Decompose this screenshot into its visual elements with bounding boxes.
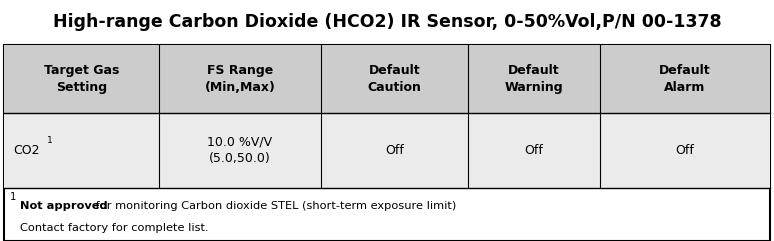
Text: Off: Off — [525, 144, 543, 157]
Text: Off: Off — [676, 144, 694, 157]
FancyBboxPatch shape — [4, 113, 770, 188]
Text: Not approved: Not approved — [20, 201, 108, 211]
FancyBboxPatch shape — [4, 45, 770, 113]
FancyBboxPatch shape — [4, 45, 770, 241]
Text: Off: Off — [385, 144, 404, 157]
Text: 1: 1 — [47, 136, 53, 146]
Text: CO2: CO2 — [13, 144, 39, 157]
Text: 10.0 %V/V
(5.0,50.0): 10.0 %V/V (5.0,50.0) — [207, 136, 272, 165]
Text: Target Gas
Setting: Target Gas Setting — [43, 64, 119, 94]
Text: Default
Alarm: Default Alarm — [659, 64, 711, 94]
Text: FS Range
(Min,Max): FS Range (Min,Max) — [204, 64, 276, 94]
Text: High-range Carbon Dioxide (HCO2) IR Sensor, 0-50%Vol,P/N 00-1378: High-range Carbon Dioxide (HCO2) IR Sens… — [53, 13, 721, 31]
Text: Default
Caution: Default Caution — [368, 64, 422, 94]
Text: for monitoring Carbon dioxide STEL (short-term exposure limit): for monitoring Carbon dioxide STEL (shor… — [92, 201, 457, 211]
Text: Default
Warning: Default Warning — [505, 64, 563, 94]
Text: 1: 1 — [10, 192, 16, 202]
Text: Contact factory for complete list.: Contact factory for complete list. — [20, 223, 209, 234]
